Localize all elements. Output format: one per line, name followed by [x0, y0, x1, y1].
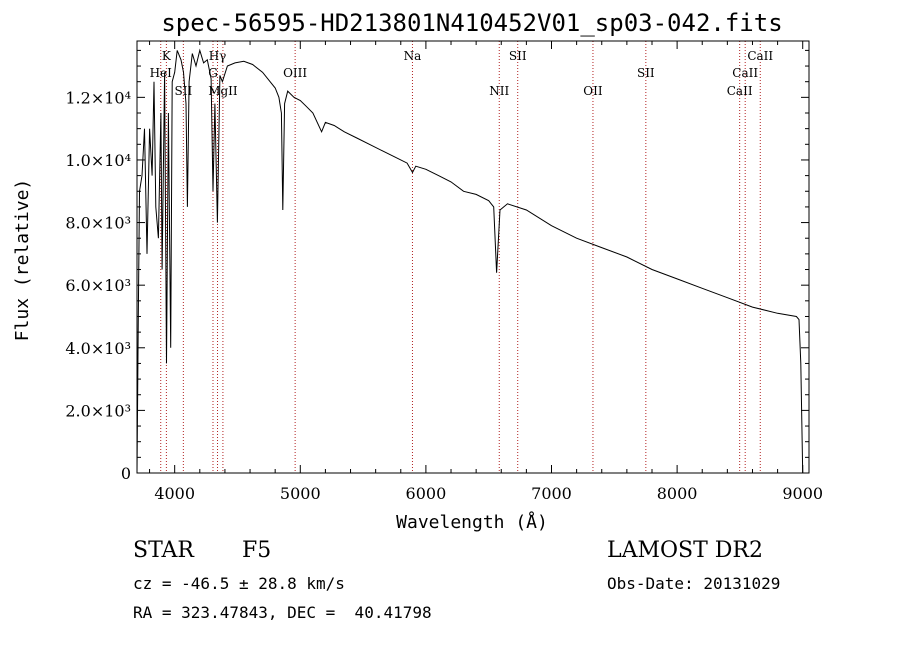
spectral-line-label: SII — [637, 66, 655, 80]
spectral-line-label: CaII — [727, 84, 753, 98]
observation-date: Obs-Date: 20131029 — [607, 574, 781, 593]
x-axis-label: Wavelength (Å) — [396, 511, 548, 533]
spectral-line-label: OII — [583, 84, 603, 98]
velocity-readout: cz = -46.5 ± 28.8 km/s — [133, 574, 345, 593]
spectral-line-label: OIII — [283, 66, 307, 80]
spectral-line-label: Na — [404, 49, 422, 63]
spectral-line-label: SII — [509, 49, 527, 63]
y-tick-label: 1.0×10⁴ — [65, 151, 131, 170]
y-axis-label: Flux (relative) — [12, 179, 33, 342]
x-axis-ticks: 4000 5000 6000 7000 8000 9000 — [149, 41, 823, 503]
y-tick-label: 8.0×10³ — [65, 214, 131, 233]
x-tick-label: 6000 — [406, 484, 447, 503]
x-tick-label: 7000 — [531, 484, 572, 503]
spectral-line-label: Hγ — [209, 49, 227, 63]
spectral-line-label: G — [208, 66, 218, 80]
spectrum-line — [136, 48, 804, 474]
spectral-line-label: SII — [174, 84, 192, 98]
y-tick-label: 2.0×10³ — [65, 401, 131, 420]
object-subclass: F5 — [242, 538, 272, 563]
spectral-line-label: CaII — [747, 49, 773, 63]
coordinates-readout: RA = 323.47843, DEC = 40.41798 — [133, 603, 432, 622]
x-tick-label: 9000 — [782, 484, 823, 503]
spectral-line-label: NII — [489, 84, 509, 98]
plot-frame — [136, 40, 810, 474]
spectral-line-labels: KHeISIIHγGMgIIOIIINaNIISIIOIISIICaIICaII… — [150, 49, 774, 98]
survey-name: LAMOST DR2 — [607, 538, 763, 563]
y-axis-ticks: 0 2.0×10³ 4.0×10³ 6.0×10³ 8.0×10³ 1.0×10⁴ 1.2×… — [65, 49, 809, 483]
spectral-line-markers — [160, 41, 761, 473]
spectral-line-label: K — [162, 49, 172, 63]
spectral-line-label: HeI — [150, 66, 173, 80]
y-tick-label: 1.2×10⁴ — [65, 88, 131, 107]
x-tick-label: 4000 — [154, 484, 195, 503]
x-tick-label: 8000 — [657, 484, 698, 503]
y-tick-label: 0 — [121, 464, 131, 483]
y-tick-label: 6.0×10³ — [65, 276, 131, 295]
spectral-line-label: MgII — [208, 84, 238, 98]
object-class: STAR — [133, 538, 194, 563]
x-tick-label: 5000 — [280, 484, 321, 503]
y-tick-label: 4.0×10³ — [65, 339, 131, 358]
spectral-line-label: CaII — [732, 66, 758, 80]
chart-title: spec-56595-HD213801N410452V01_sp03-042.f… — [161, 9, 782, 37]
